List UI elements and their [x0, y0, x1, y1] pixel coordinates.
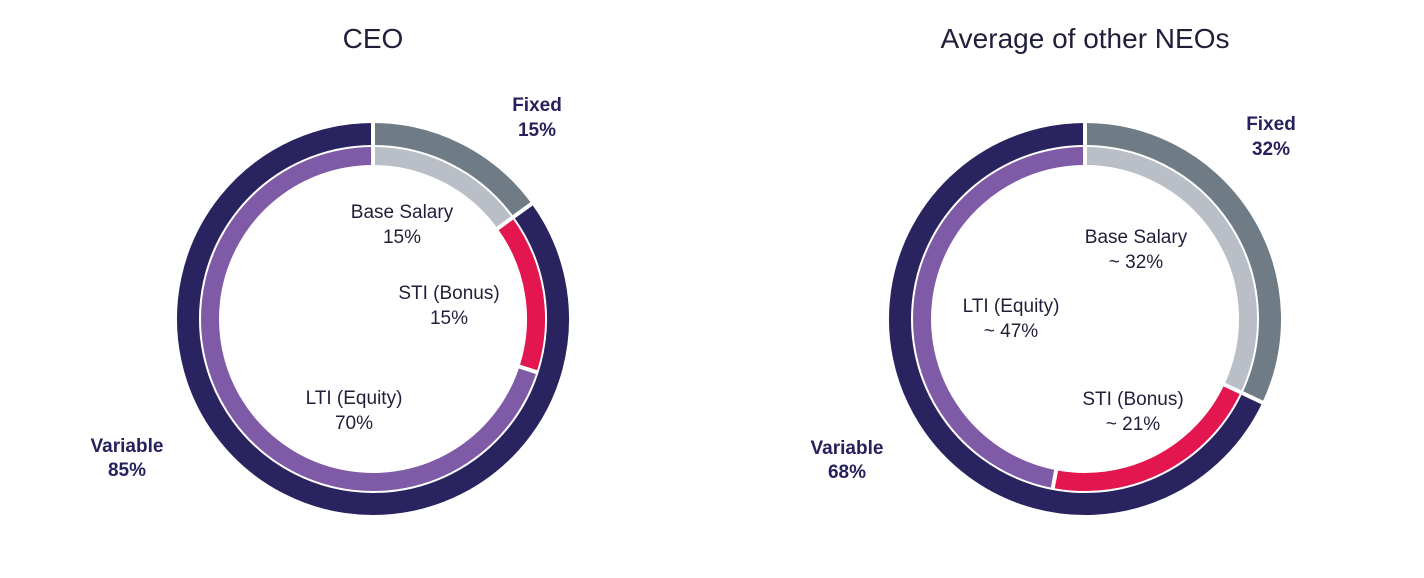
neo-sti-percent: ~ 21% — [1106, 414, 1161, 435]
neo-base-salary-label: Base Salary — [1085, 227, 1188, 248]
neo-inner-lti-equity-separator — [1050, 468, 1059, 490]
neo-fixed-label: Fixed — [1246, 114, 1296, 135]
ceo-inner-ring — [201, 147, 545, 491]
ceo-inner-sti-bonus-arc — [497, 217, 545, 373]
ceo-variable-label: Variable — [91, 436, 164, 457]
neo-variable-percent: 68% — [828, 462, 866, 483]
neo-outer-fixed-arc — [1084, 123, 1281, 403]
ceo-inner-base-salary-arc — [372, 147, 513, 229]
ceo-outer-variable-separator — [511, 201, 534, 219]
neo-fixed-percent: 32% — [1252, 139, 1290, 160]
ceo-lti-percent: 70% — [335, 413, 373, 434]
ceo-sti-label: STI (Bonus) — [398, 283, 499, 304]
ceo-inner-sti-bonus-separator — [495, 215, 515, 231]
ceo-sti-percent: 15% — [430, 308, 468, 329]
ceo-inner-lti-equity-separator — [517, 364, 539, 375]
ceo-lti-label: LTI (Equity) — [306, 388, 403, 409]
ceo-fixed-label: Fixed — [512, 95, 562, 116]
neo-outer-variable-separator — [1240, 390, 1265, 405]
ceo-inner-lti-equity-arc — [201, 147, 537, 491]
neo-chart: Average of other NEOs Fixed 32% Variable… — [811, 23, 1296, 515]
neo-lti-label: LTI (Equity) — [963, 296, 1060, 317]
neo-outer-variable-arc — [889, 123, 1263, 515]
ceo-chart: CEO Fixed 15% Variable 85% Base Salary 1… — [91, 23, 569, 515]
ceo-fixed-percent: 15% — [518, 120, 556, 141]
neo-outer-ring — [889, 123, 1281, 515]
ceo-outer-ring — [177, 123, 569, 515]
ceo-base-salary-label: Base Salary — [351, 202, 454, 223]
neo-sti-label: STI (Bonus) — [1082, 389, 1183, 410]
ceo-variable-percent: 85% — [108, 460, 146, 481]
ceo-outer-variable-arc — [177, 123, 569, 515]
neo-inner-ring — [913, 147, 1257, 491]
neo-base-salary-percent: ~ 32% — [1109, 252, 1164, 273]
neo-inner-base-salary-arc — [1084, 147, 1257, 393]
neo-inner-lti-equity-arc — [913, 147, 1086, 488]
ceo-base-salary-percent: 15% — [383, 227, 421, 248]
neo-variable-label: Variable — [811, 438, 884, 459]
ceo-outer-fixed-arc — [372, 123, 532, 217]
ceo-chart-title: CEO — [343, 23, 404, 54]
neo-inner-sti-bonus-arc — [1052, 384, 1241, 491]
neo-inner-sti-bonus-separator — [1222, 382, 1243, 395]
neo-chart-title: Average of other NEOs — [941, 23, 1230, 54]
neo-lti-percent: ~ 47% — [984, 321, 1039, 342]
